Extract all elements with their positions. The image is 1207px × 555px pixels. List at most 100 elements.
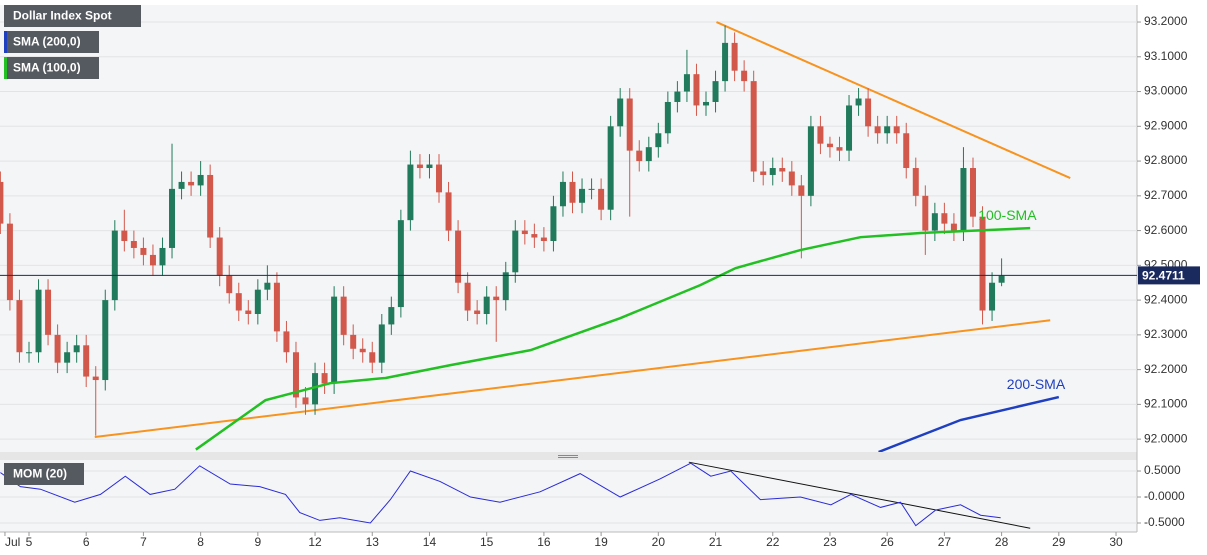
candle-body [54,334,61,363]
candle-body [712,81,719,102]
candle-body [521,230,528,235]
candle-body [388,307,395,325]
candle-body [998,275,1005,283]
x-tick-label: Jul [5,535,20,549]
legend-box[interactable] [4,463,84,485]
candle-body [655,133,662,148]
candle-body [741,70,748,82]
candle-body [159,247,166,266]
sma-label: 200-SMA [1007,376,1066,392]
trend-line [94,319,1051,439]
candle-body [331,296,338,384]
candle-body [893,126,900,134]
sma-label: 100-SMA [978,207,1037,223]
candle-body [579,188,586,203]
candle-body [254,289,261,315]
candle-body [693,74,700,106]
candle-body [436,164,443,193]
candle-body [445,192,452,231]
x-tick-label: 7 [140,535,147,549]
candle-body [216,237,223,276]
candle-body [550,206,557,242]
candle-body [149,254,156,266]
candle-body [455,230,462,283]
candle-body [645,147,652,162]
candle-body [321,373,328,384]
candle-body [617,98,624,127]
x-tick-label: 23 [823,535,837,549]
candle-body [64,352,71,363]
candle-body [0,181,4,224]
candle-body [111,230,118,301]
candle-body [989,282,996,311]
candle-body [865,98,872,127]
candle-body [817,126,824,144]
mom-layer [0,461,1137,529]
candle-body [788,171,795,186]
separator-handle [558,457,578,458]
candle-body [16,300,23,353]
x-tick-label: 30 [1109,535,1123,549]
y-tick-label: 93.2000 [1144,14,1188,28]
candle-body [102,300,109,381]
legend-label: SMA (200,0) [13,35,81,49]
y-tick-label: 92.6000 [1144,223,1188,237]
candle-body [130,241,137,248]
x-tick-label: 22 [766,535,780,549]
series-line [195,226,1031,451]
candle-body [769,168,776,175]
candle-body [45,289,52,335]
candle-body [235,293,242,311]
candle-body [378,324,385,363]
candle-body [273,282,280,332]
candle-body [950,223,957,231]
candle-body [25,352,32,354]
legend-swatch [4,57,7,79]
x-tick-label: 12 [308,535,322,549]
candle-body [302,397,309,405]
main-plot-bg [0,5,1137,452]
mom-plot-bg [0,460,1137,532]
candle-body [340,296,347,335]
candle-body [169,188,176,248]
candle-body [512,230,519,273]
candle-body [207,174,214,238]
candle-body [874,126,881,134]
candle-body [397,220,404,308]
legend-box[interactable] [4,5,141,27]
legend-box[interactable] [4,57,99,79]
candle-body [979,216,986,311]
candle-body [292,352,299,398]
candle-body [960,168,967,231]
y-tick-label: 92.2000 [1144,362,1188,376]
last-price-label: 92.4711 [1142,269,1185,283]
candle-body [683,74,690,92]
legend-label: Dollar Index Spot [13,9,112,23]
candle-body [969,168,976,217]
candle-body [531,234,538,238]
candle-body [188,181,195,186]
candle-body [283,331,290,353]
legend-box[interactable] [4,31,99,53]
y-tick-label: 93.0000 [1144,84,1188,98]
series-line [878,395,1060,452]
candle-body [703,101,710,106]
candle-body [140,247,147,255]
candle-body [912,168,919,196]
y-tick-label: 92.7000 [1144,188,1188,202]
x-tick-label: 5 [26,535,33,549]
x-tick-label: 20 [652,535,666,549]
main-layer [0,21,1137,452]
candle-body [359,348,366,353]
overlay-layer: 92.000092.100092.200092.300092.400092.50… [4,5,1200,549]
y-tick-label: 92.3000 [1144,327,1188,341]
x-tick-label: 19 [594,535,608,549]
candle-body [92,376,99,381]
candle-body [931,213,938,231]
candle-body [350,334,357,349]
candle-body [807,126,814,196]
candle-body [464,282,471,311]
x-tick-label: 8 [197,535,204,549]
candle-body [731,42,738,71]
candle-body [664,101,671,134]
